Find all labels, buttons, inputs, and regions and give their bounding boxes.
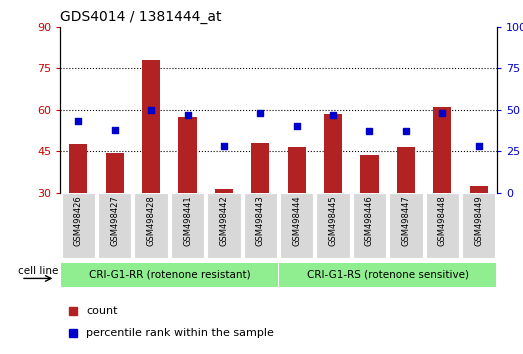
Point bbox=[402, 129, 410, 134]
FancyBboxPatch shape bbox=[62, 193, 95, 258]
Text: GSM498445: GSM498445 bbox=[328, 195, 337, 246]
Bar bbox=[215, 189, 233, 193]
Text: GSM498428: GSM498428 bbox=[146, 195, 156, 246]
Point bbox=[147, 107, 155, 113]
FancyBboxPatch shape bbox=[61, 263, 278, 287]
Bar bbox=[178, 117, 197, 193]
FancyBboxPatch shape bbox=[316, 193, 350, 258]
FancyBboxPatch shape bbox=[280, 193, 313, 258]
Text: GDS4014 / 1381444_at: GDS4014 / 1381444_at bbox=[60, 10, 222, 24]
Text: percentile rank within the sample: percentile rank within the sample bbox=[86, 328, 274, 338]
Bar bbox=[470, 186, 488, 193]
Point bbox=[329, 112, 337, 118]
Bar bbox=[69, 144, 87, 193]
Text: GSM498427: GSM498427 bbox=[110, 195, 119, 246]
Point bbox=[184, 112, 192, 118]
FancyBboxPatch shape bbox=[462, 193, 495, 258]
Bar bbox=[397, 147, 415, 193]
FancyBboxPatch shape bbox=[244, 193, 277, 258]
Text: GSM498442: GSM498442 bbox=[220, 195, 229, 246]
Point bbox=[292, 124, 301, 129]
Text: GSM498441: GSM498441 bbox=[183, 195, 192, 246]
Text: GSM498426: GSM498426 bbox=[74, 195, 83, 246]
Bar bbox=[106, 153, 124, 193]
Text: CRI-G1-RR (rotenone resistant): CRI-G1-RR (rotenone resistant) bbox=[88, 270, 250, 280]
Point bbox=[438, 110, 447, 116]
Point bbox=[256, 110, 265, 116]
Text: cell line: cell line bbox=[18, 266, 59, 276]
FancyBboxPatch shape bbox=[353, 193, 386, 258]
FancyBboxPatch shape bbox=[171, 193, 204, 258]
Text: count: count bbox=[86, 306, 118, 316]
Text: GSM498447: GSM498447 bbox=[401, 195, 411, 246]
Text: GSM498449: GSM498449 bbox=[474, 195, 483, 246]
Point bbox=[474, 143, 483, 149]
Bar bbox=[251, 143, 269, 193]
Point bbox=[365, 129, 373, 134]
FancyBboxPatch shape bbox=[134, 193, 168, 258]
Text: GSM498448: GSM498448 bbox=[438, 195, 447, 246]
Text: GSM498446: GSM498446 bbox=[365, 195, 374, 246]
Bar bbox=[360, 155, 379, 193]
Text: GSM498444: GSM498444 bbox=[292, 195, 301, 246]
Text: CRI-G1-RS (rotenone sensitive): CRI-G1-RS (rotenone sensitive) bbox=[306, 270, 469, 280]
FancyBboxPatch shape bbox=[207, 193, 241, 258]
FancyBboxPatch shape bbox=[389, 193, 423, 258]
Point bbox=[74, 119, 83, 124]
Point bbox=[110, 127, 119, 132]
Bar bbox=[288, 147, 306, 193]
FancyBboxPatch shape bbox=[426, 193, 459, 258]
FancyBboxPatch shape bbox=[98, 193, 131, 258]
Bar bbox=[142, 60, 160, 193]
Text: GSM498443: GSM498443 bbox=[256, 195, 265, 246]
Bar bbox=[324, 114, 342, 193]
Point bbox=[220, 143, 228, 149]
Bar bbox=[433, 107, 451, 193]
FancyBboxPatch shape bbox=[279, 263, 496, 287]
